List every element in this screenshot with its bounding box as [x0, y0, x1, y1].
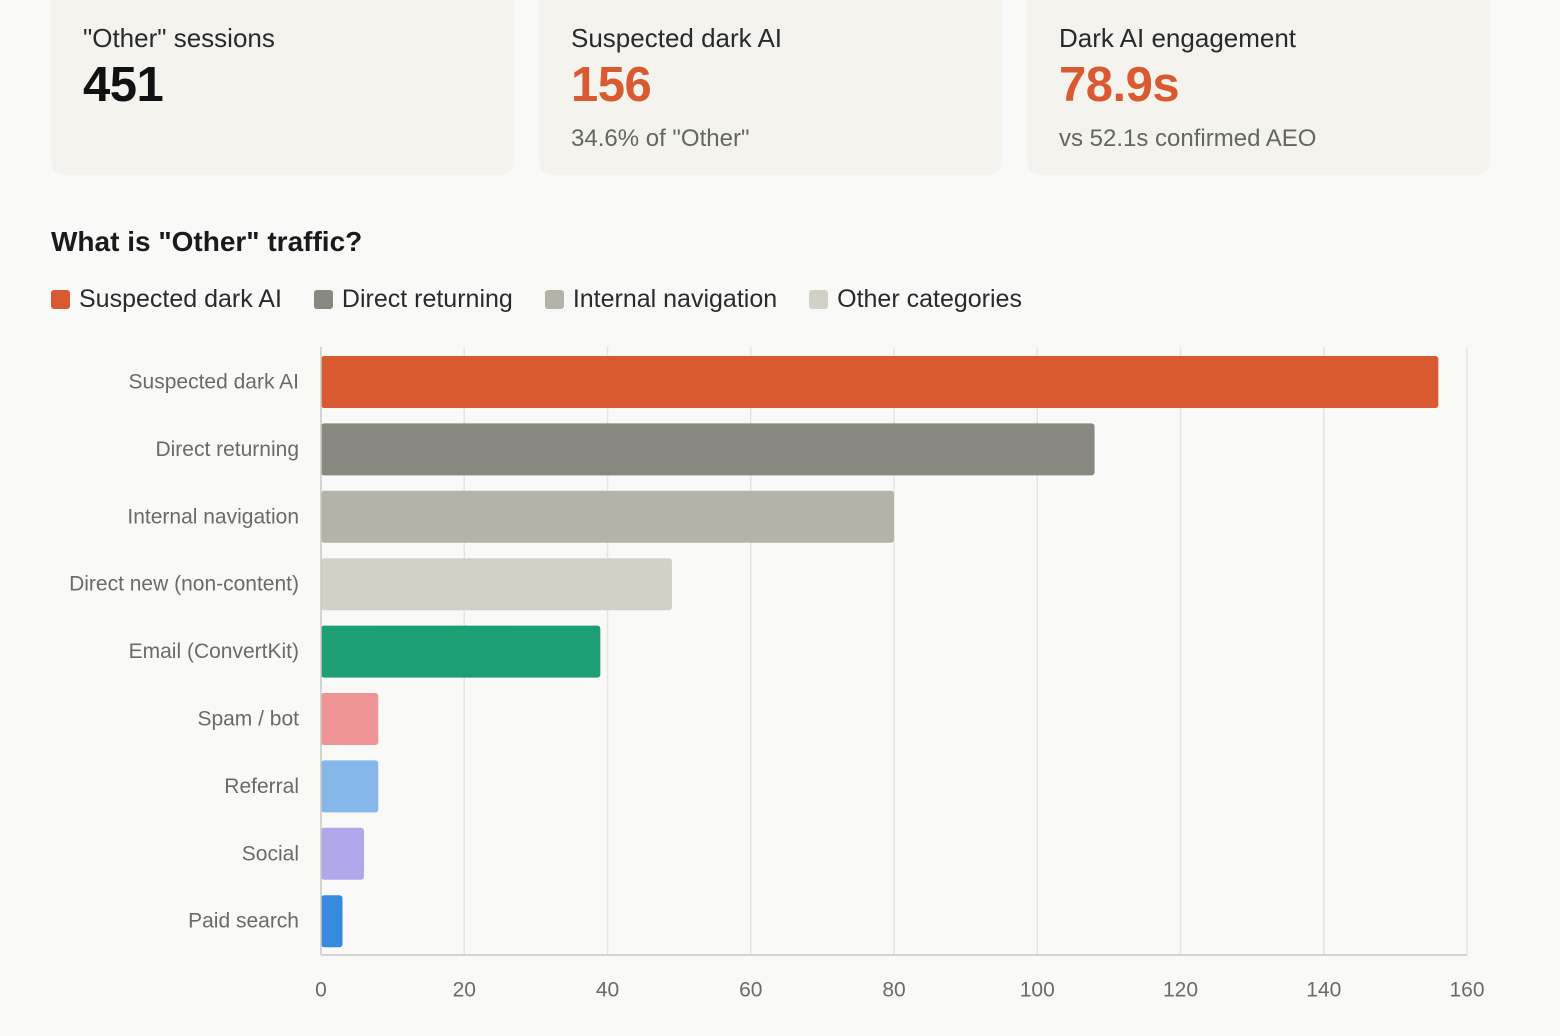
category-label: Direct new (non-content): [69, 573, 299, 596]
stat-value: 156: [571, 58, 652, 112]
bar-chart: Suspected dark AI Direct returning Interna…: [69, 347, 1485, 1002]
stat-subtext: vs 52.1s confirmed AEO: [1059, 125, 1317, 152]
chart-legend: Suspected dark AI Direct returning Inter…: [51, 283, 1054, 315]
x-tick-label: 60: [739, 979, 762, 1002]
x-tick-label: 40: [596, 979, 619, 1002]
x-tick-label: 80: [882, 979, 905, 1002]
x-tick-label: 120: [1163, 979, 1198, 1002]
stat-value: 78.9s: [1059, 58, 1180, 112]
stat-value: 451: [83, 58, 164, 112]
category-label: Spam / bot: [197, 708, 299, 731]
bar: [321, 423, 1095, 476]
x-tick-label: 160: [1449, 979, 1484, 1002]
stat-card-suspected-dark-ai: Suspected dark AI 156 34.6% of "Other": [539, 0, 1002, 175]
legend-label: Direct returning: [341, 285, 513, 313]
bar: [321, 760, 379, 813]
stat-label: "Other" sessions: [83, 23, 275, 53]
bar: [321, 827, 364, 880]
bar: [321, 558, 672, 611]
category-label: Direct returning: [155, 438, 299, 461]
stat-card-dark-ai-engagement: Dark AI engagement 78.9s vs 52.1s confir…: [1027, 0, 1490, 175]
bar: [321, 490, 894, 543]
category-label: Suspected dark AI: [129, 371, 299, 394]
chart-title: What is "Other" traffic?: [51, 226, 363, 257]
legend-item-other-categories: Other categories: [809, 284, 1022, 314]
x-tick-label: 100: [1020, 979, 1055, 1002]
category-label: Email (ConvertKit): [129, 640, 299, 663]
legend-item-suspected-dark-ai: Suspected dark AI: [51, 284, 282, 314]
legend-label: Other categories: [837, 285, 1022, 313]
legend-swatch: [809, 289, 829, 309]
x-tick-label: 140: [1306, 979, 1341, 1002]
legend-swatch: [51, 289, 70, 309]
x-tick-label: 0: [315, 979, 327, 1002]
stat-label: Suspected dark AI: [571, 23, 783, 53]
stat-subtext: 34.6% of "Other": [571, 125, 750, 152]
bar: [321, 693, 379, 745]
bar: [321, 356, 1439, 408]
x-tick-label: 20: [453, 979, 476, 1002]
stat-card-other-sessions: "Other" sessions 451: [51, 0, 514, 175]
category-label: Paid search: [188, 910, 299, 933]
bar: [321, 625, 601, 678]
category-label: Referral: [224, 775, 299, 798]
stat-label: Dark AI engagement: [1059, 23, 1297, 53]
category-label: Internal navigation: [127, 505, 299, 528]
legend-swatch: [313, 289, 333, 309]
legend-label: Internal navigation: [572, 285, 778, 313]
category-label: Social: [242, 842, 299, 865]
bar: [321, 895, 343, 948]
legend-item-direct-returning: Direct returning: [313, 284, 513, 314]
legend-swatch: [544, 289, 564, 309]
legend-label: Suspected dark AI: [79, 285, 282, 313]
legend-item-internal-navigation: Internal navigation: [544, 284, 778, 314]
